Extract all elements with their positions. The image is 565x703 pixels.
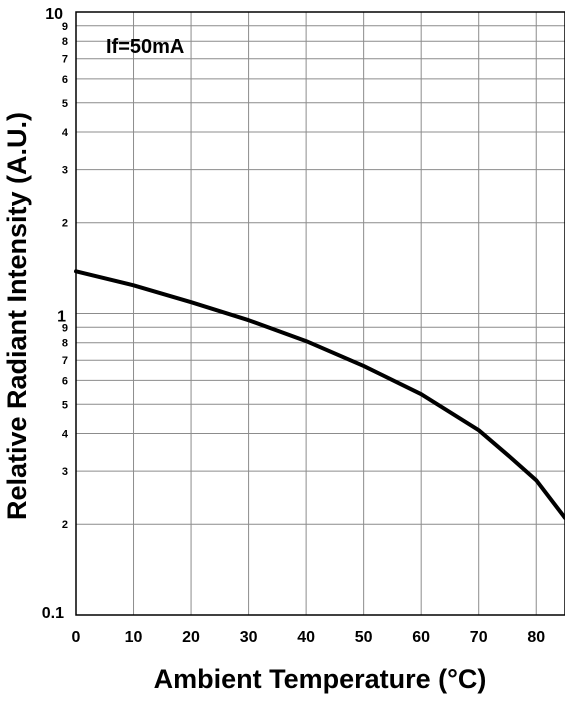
y-tick-label: 7 (62, 54, 68, 66)
x-tick-label: 20 (182, 629, 200, 646)
y-tick-label: 4 (62, 127, 69, 139)
y-tick-label: 5 (62, 399, 68, 411)
grid-lines (76, 12, 565, 615)
y-tick-label: 3 (62, 165, 68, 177)
x-tick-label: 50 (355, 629, 373, 646)
y-tick-label: 10 (45, 6, 63, 23)
plot-area-border (75, 11, 565, 616)
y-tick-label: 7 (62, 355, 68, 367)
y-tick-label: 5 (62, 98, 68, 110)
y-tick-label: 1 (57, 309, 66, 326)
x-tick-label: 60 (412, 629, 430, 646)
y-tick-label: 8 (62, 36, 68, 48)
x-tick-label: 70 (470, 629, 488, 646)
x-tick-label: 40 (297, 629, 315, 646)
y-tick-label: 6 (62, 74, 68, 86)
y-tick-label: 6 (62, 375, 68, 387)
x-tick-label: 80 (527, 629, 545, 646)
y-tick-label: 9 (62, 21, 68, 33)
y-tick-label: 9 (62, 322, 68, 334)
y-tick-label: 8 (62, 338, 68, 350)
y-tick-label: 3 (62, 466, 68, 478)
x-tick-label: 0 (72, 629, 81, 646)
x-tick-label: 10 (125, 629, 143, 646)
y-tick-label: 4 (62, 428, 69, 440)
x-axis-title: Ambient Temperature (°C) (154, 664, 487, 694)
y-tick-label: 2 (62, 218, 68, 230)
x-tick-label: 30 (240, 629, 258, 646)
y-tick-label: 2 (62, 519, 68, 531)
y-tick-label: 0.1 (42, 605, 64, 622)
y-axis-title: Relative Radiant Intensity (A.U.) (2, 112, 32, 520)
series-line (74, 269, 565, 520)
series-layer (74, 269, 565, 520)
condition-annotation: If=50mA (106, 36, 184, 58)
